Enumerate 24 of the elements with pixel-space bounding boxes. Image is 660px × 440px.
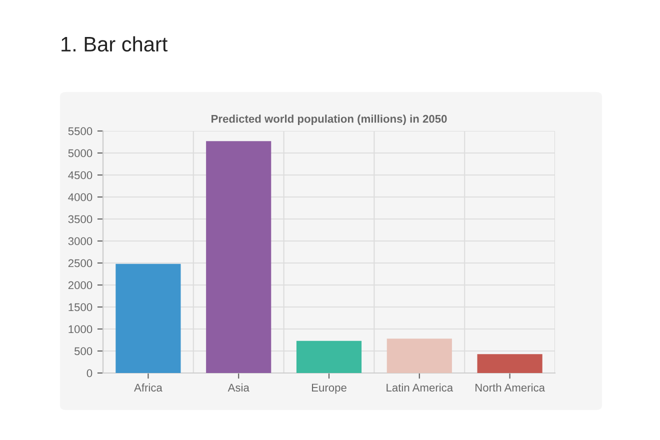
x-tick-label: Africa — [134, 383, 162, 392]
y-tick-label: 0 — [86, 369, 92, 378]
chart-title: 1. Bar chart — [62, 36, 168, 52]
y-tick-label: 1500 — [68, 303, 92, 312]
bar — [116, 264, 181, 373]
y-tick-label: 500 — [74, 347, 92, 356]
y-tick-label: 3000 — [68, 237, 92, 246]
y-tick-label: 4000 — [68, 193, 92, 202]
y-tick-label: 4500 — [68, 171, 92, 180]
y-tick-label: 5500 — [68, 127, 92, 136]
bar — [206, 141, 272, 373]
y-tick-label: 5000 — [68, 149, 92, 158]
x-tick-label: Europe — [312, 384, 346, 394]
chart-subtitle: Predicted world population (millions) in 2050 — [212, 114, 447, 125]
x-tick-label: North America — [476, 383, 545, 392]
bar — [386, 338, 452, 373]
x-tick-label: Asia — [228, 383, 250, 392]
bar — [477, 354, 542, 373]
bar — [296, 340, 362, 373]
y-tick-label: 2500 — [68, 259, 92, 268]
y-tick-label: 1000 — [68, 325, 92, 334]
x-tick-label: Latin America — [386, 383, 454, 392]
y-tick-label: 3500 — [68, 215, 92, 224]
y-tick-label: 2000 — [68, 281, 92, 290]
